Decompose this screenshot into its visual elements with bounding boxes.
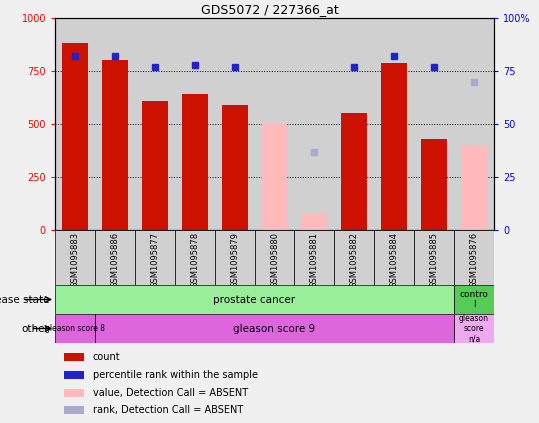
Bar <box>381 63 407 230</box>
Bar <box>374 230 414 285</box>
Bar <box>95 18 135 230</box>
Bar <box>414 18 454 230</box>
Bar <box>254 230 294 285</box>
Bar <box>454 314 494 343</box>
Text: GSM1095883: GSM1095883 <box>71 232 79 288</box>
Bar <box>254 18 294 230</box>
Bar <box>55 314 95 343</box>
Bar <box>62 44 88 230</box>
Text: rank, Detection Call = ABSENT: rank, Detection Call = ABSENT <box>93 405 243 415</box>
Bar <box>374 18 414 230</box>
Bar <box>215 18 254 230</box>
Text: GSM1095880: GSM1095880 <box>270 232 279 288</box>
Bar <box>64 371 84 379</box>
Text: gleason score 9: gleason score 9 <box>233 324 315 333</box>
Bar <box>142 101 168 230</box>
Bar <box>294 230 334 285</box>
Bar <box>55 230 95 285</box>
Bar <box>454 285 494 314</box>
Bar <box>135 18 175 230</box>
Bar <box>175 230 215 285</box>
Text: GSM1095879: GSM1095879 <box>230 232 239 288</box>
Text: GSM1095881: GSM1095881 <box>310 232 319 288</box>
Text: other: other <box>22 324 50 333</box>
Bar <box>64 353 84 361</box>
Bar <box>414 230 454 285</box>
Text: gleason
score
n/a: gleason score n/a <box>459 313 489 343</box>
Bar <box>135 230 175 285</box>
Bar <box>334 230 374 285</box>
Bar <box>182 94 208 230</box>
Bar <box>64 389 84 397</box>
Bar <box>421 139 447 230</box>
Bar <box>175 18 215 230</box>
Text: percentile rank within the sample: percentile rank within the sample <box>93 370 258 380</box>
Text: prostate cancer: prostate cancer <box>213 294 295 305</box>
Bar <box>102 60 128 230</box>
Bar <box>222 105 247 230</box>
Text: GSM1095882: GSM1095882 <box>350 232 359 288</box>
Bar <box>334 18 374 230</box>
Text: contro
l: contro l <box>460 290 488 309</box>
Bar <box>95 230 135 285</box>
Bar <box>301 213 327 230</box>
Text: GSM1095878: GSM1095878 <box>190 232 199 288</box>
Text: gleason score 8: gleason score 8 <box>45 324 105 333</box>
Bar <box>261 124 287 230</box>
Text: count: count <box>93 352 121 363</box>
Bar <box>454 18 494 230</box>
Text: value, Detection Call = ABSENT: value, Detection Call = ABSENT <box>93 387 248 398</box>
Bar <box>215 230 254 285</box>
Bar <box>461 145 487 230</box>
Bar <box>55 18 95 230</box>
Text: GDS5072 / 227366_at: GDS5072 / 227366_at <box>201 3 338 16</box>
Text: disease state: disease state <box>0 294 50 305</box>
Bar <box>454 230 494 285</box>
Text: GSM1095884: GSM1095884 <box>390 232 399 288</box>
Bar <box>64 406 84 414</box>
Text: GSM1095876: GSM1095876 <box>469 232 479 288</box>
Bar <box>95 314 454 343</box>
Text: GSM1095877: GSM1095877 <box>150 232 159 288</box>
Bar <box>294 18 334 230</box>
Text: GSM1095886: GSM1095886 <box>110 232 119 288</box>
Bar <box>341 113 367 230</box>
Text: GSM1095885: GSM1095885 <box>430 232 439 288</box>
